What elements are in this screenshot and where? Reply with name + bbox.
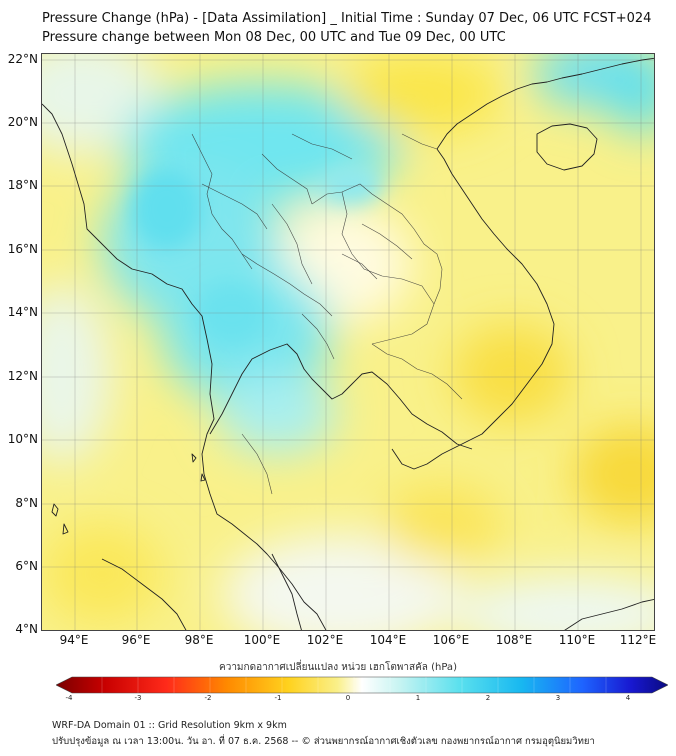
lat-label: 14°N: [7, 305, 38, 319]
lon-label: 96°E: [121, 633, 151, 647]
map-panel: [41, 53, 655, 631]
colorbar-tick: 4: [625, 694, 631, 702]
colorbar-tick: -1: [274, 694, 282, 702]
lon-label: 98°E: [184, 633, 214, 647]
lon-label: 108°E: [495, 633, 533, 647]
lon-label: 106°E: [432, 633, 470, 647]
colorbar-label: ความกดอากาศเปลี่ยนแปลง หน่วย เฮกโตพาสคัล…: [219, 662, 457, 673]
lon-label: 100°E: [243, 633, 281, 647]
lat-label: 22°N: [7, 52, 38, 66]
lat-label: 6°N: [15, 559, 38, 573]
footer-credit: ปรับปรุงข้อมูล ณ เวลา 13:00น. วัน อา. ที…: [52, 736, 595, 747]
lat-label: 8°N: [15, 496, 38, 510]
lat-label: 16°N: [7, 242, 38, 256]
lon-label: 94°E: [59, 633, 89, 647]
colorbar: [56, 676, 668, 694]
colorbar-tick: -3: [134, 694, 142, 702]
lon-label: 102°E: [306, 633, 344, 647]
lon-label: 112°E: [619, 633, 657, 647]
coastline: [42, 57, 654, 630]
lat-label: 18°N: [7, 178, 38, 192]
chart-subtitle: Pressure change between Mon 08 Dec, 00 U…: [42, 30, 506, 45]
colorbar-tick: 0: [345, 694, 351, 702]
colorbar-tick: 3: [555, 694, 561, 702]
colorbar-tick: -2: [204, 694, 212, 702]
lat-label: 20°N: [7, 115, 38, 129]
admin-borders: [191, 133, 463, 495]
lon-label: 104°E: [369, 633, 407, 647]
lat-label: 4°N: [15, 622, 38, 636]
field-detail: [132, 164, 382, 344]
colorbar-tick: -4: [65, 694, 73, 702]
graticule: [42, 54, 654, 630]
colorbar-tick: 1: [415, 694, 421, 702]
lat-label: 10°N: [7, 432, 38, 446]
pressure-change-map: [42, 54, 654, 630]
footer-model-info: WRF-DA Domain 01 :: Grid Resolution 9km …: [52, 720, 287, 731]
colorbar-tick: 2: [485, 694, 491, 702]
lat-label: 12°N: [7, 369, 38, 383]
chart-title: Pressure Change (hPa) - [Data Assimilati…: [42, 11, 652, 26]
lon-label: 110°E: [558, 633, 596, 647]
